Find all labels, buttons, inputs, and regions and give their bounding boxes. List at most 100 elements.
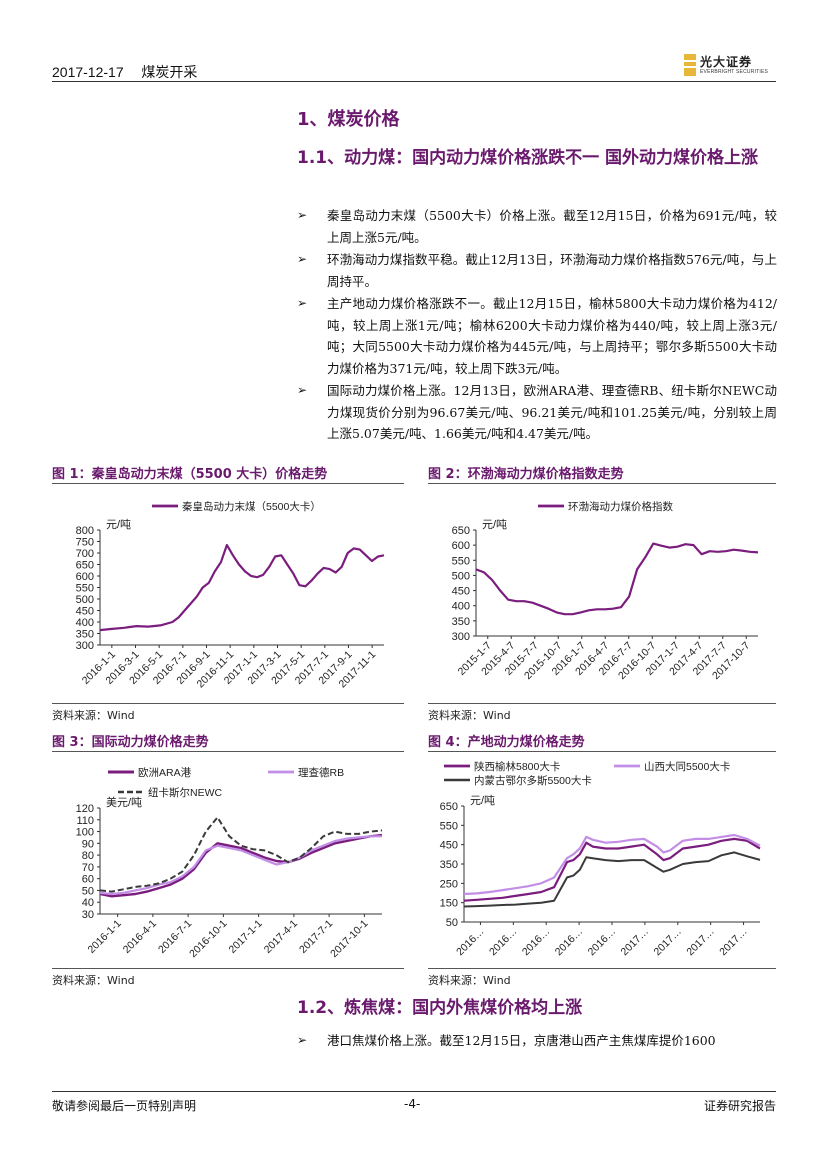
- report-section: 煤炭开采: [141, 64, 198, 80]
- footer-disclaimer: 敬请参阅最后一页特别声明: [52, 1099, 197, 1113]
- logo-icon: [684, 54, 696, 76]
- y-tick-label: 90: [82, 838, 94, 850]
- x-tick-label: 2017…: [619, 926, 651, 958]
- y-tick-label: 450: [452, 586, 470, 598]
- y-tick-label: 110: [76, 815, 94, 827]
- y-tick-label: 450: [76, 606, 94, 618]
- y-tick-label: 250: [440, 878, 458, 890]
- y-tick-label: 650: [76, 560, 94, 572]
- figure-2-source: 资料来源：Wind: [428, 709, 511, 722]
- logo-text-cn: 光大证券: [700, 55, 753, 69]
- report-date: 2017-12-17: [52, 64, 124, 80]
- report-header: 2017-12-17 煤炭开采: [52, 62, 197, 82]
- y-tick-label: 50: [82, 885, 94, 897]
- y-tick-label: 550: [76, 583, 94, 595]
- y-tick-label: 550: [440, 820, 458, 832]
- series-line-1: [463, 833, 761, 896]
- figure-1-title: 图 1：秦皇岛动力末煤（5500 大卡）价格走势: [52, 467, 328, 482]
- y-tick-label: 60: [82, 874, 94, 886]
- arrow-bullet-icon: ➢: [297, 296, 308, 310]
- figure-4-source: 资料来源：Wind: [428, 974, 511, 987]
- header-rule: [52, 81, 776, 82]
- section-1-1-title: 1.1、动力煤：国内动力煤价格涨跌不一 国外动力煤价格上涨: [297, 148, 759, 168]
- y-tick-label: 350: [76, 629, 94, 641]
- series-line-1: [99, 835, 382, 896]
- series-line-0: [99, 543, 385, 632]
- x-tick-label: 2016…: [586, 926, 618, 958]
- x-tick-label: 2017-1-1: [227, 918, 265, 956]
- list-item: ➢ 环渤海动力煤指数平稳。截止12月13日，环渤海动力煤价格指数576元/吨，与上…: [297, 249, 777, 292]
- y-tick-label: 30: [82, 909, 94, 921]
- legend-label: 山西大同5500大卡: [644, 760, 730, 773]
- y-tick-label: 600: [76, 571, 94, 583]
- arrow-bullet-icon: ➢: [297, 208, 308, 222]
- y-tick-label: 450: [440, 840, 458, 852]
- list-item: ➢ 港口焦煤价格上涨。截至12月15日，京唐港山西产主焦煤库提价1600: [297, 1030, 777, 1052]
- y-tick-label: 400: [452, 601, 470, 613]
- page-number: -4-: [404, 1097, 421, 1111]
- figure-2-bottom-rule: [428, 703, 776, 704]
- figure-4-title: 图 4：产地动力煤价格走势: [428, 735, 585, 750]
- x-tick-label: 2016…: [553, 926, 585, 958]
- footer-report-type: 证券研究报告: [704, 1099, 777, 1113]
- figure-2-rule: [428, 483, 776, 484]
- figure-3-rule: [52, 751, 404, 752]
- y-tick-label: 400: [76, 617, 94, 629]
- y-axis-label: 元/吨: [470, 794, 495, 807]
- company-logo: 光大证券 EVERBRIGHT SECURITIES: [682, 52, 782, 80]
- y-tick-label: 700: [76, 548, 94, 560]
- legend-label: 纽卡斯尔NEWC: [148, 786, 222, 799]
- arrow-bullet-icon: ➢: [297, 383, 308, 397]
- x-tick-label: 2017-10-1: [328, 918, 370, 960]
- figure-3-title: 图 3：国际动力煤价格走势: [52, 735, 209, 750]
- figure-3-bottom-rule: [52, 968, 404, 969]
- x-tick-label: 2016-4-1: [121, 918, 159, 956]
- figure-4-bottom-rule: [428, 968, 776, 969]
- x-tick-label: 2017…: [651, 926, 683, 958]
- series-line-0: [475, 542, 759, 616]
- list-item: ➢ 秦皇岛动力末煤（5500大卡）价格上涨。截至12月15日，价格为691元/吨，…: [297, 205, 777, 248]
- figure-4-rule: [428, 751, 776, 752]
- logo-text-en: EVERBRIGHT SECURITIES: [700, 69, 769, 75]
- y-tick-label: 350: [452, 616, 470, 628]
- series-line-0: [99, 833, 383, 898]
- arrow-bullet-icon: ➢: [297, 1033, 308, 1047]
- y-tick-label: 40: [82, 897, 94, 909]
- y-tick-label: 300: [76, 640, 94, 652]
- x-tick-label: 2016…: [520, 926, 552, 958]
- y-tick-label: 800: [76, 525, 94, 537]
- y-tick-label: 650: [440, 801, 458, 813]
- x-tick-label: 2017-4-1: [262, 918, 300, 956]
- y-tick-label: 70: [82, 862, 94, 874]
- list-item: ➢ 国际动力煤价格上涨。12月13日，欧洲ARA港、理查德RB、纽卡斯尔NEWC动…: [297, 380, 777, 445]
- y-tick-label: 500: [452, 570, 470, 582]
- x-tick-label: 2016…: [454, 926, 486, 958]
- series-line-2: [463, 851, 761, 908]
- legend-label: 内蒙古鄂尔多斯5500大卡: [474, 774, 592, 787]
- y-tick-label: 300: [452, 631, 470, 643]
- y-tick-label: 120: [76, 803, 94, 815]
- legend-label: 理查德RB: [298, 766, 344, 779]
- y-tick-label: 750: [76, 537, 94, 549]
- figure-1-source: 资料来源：Wind: [52, 709, 135, 722]
- figure-2-title: 图 2：环渤海动力煤价格指数走势: [428, 467, 624, 482]
- legend-label: 秦皇岛动力末煤（5500大卡）: [182, 500, 321, 513]
- y-tick-label: 550: [452, 555, 470, 567]
- y-axis-label: 元/吨: [106, 518, 131, 531]
- y-tick-label: 80: [82, 850, 94, 862]
- section-1-2-title: 1.2、炼焦煤：国内外焦煤价格均上涨: [297, 998, 583, 1018]
- legend-label: 欧洲ARA港: [138, 767, 192, 779]
- y-tick-label: 600: [452, 540, 470, 552]
- arrow-bullet-icon: ➢: [297, 252, 308, 266]
- x-tick-label: 2017…: [717, 926, 749, 958]
- y-axis-label: 元/吨: [482, 518, 507, 531]
- x-tick-label: 2016-1-1: [86, 918, 124, 956]
- figure-1-rule: [52, 483, 404, 484]
- y-tick-label: 650: [452, 525, 470, 537]
- section-1-title: 1、煤炭价格: [297, 109, 400, 130]
- y-tick-label: 50: [446, 917, 458, 929]
- x-tick-label: 2016-10-1: [187, 918, 229, 960]
- series-line-0: [463, 837, 761, 902]
